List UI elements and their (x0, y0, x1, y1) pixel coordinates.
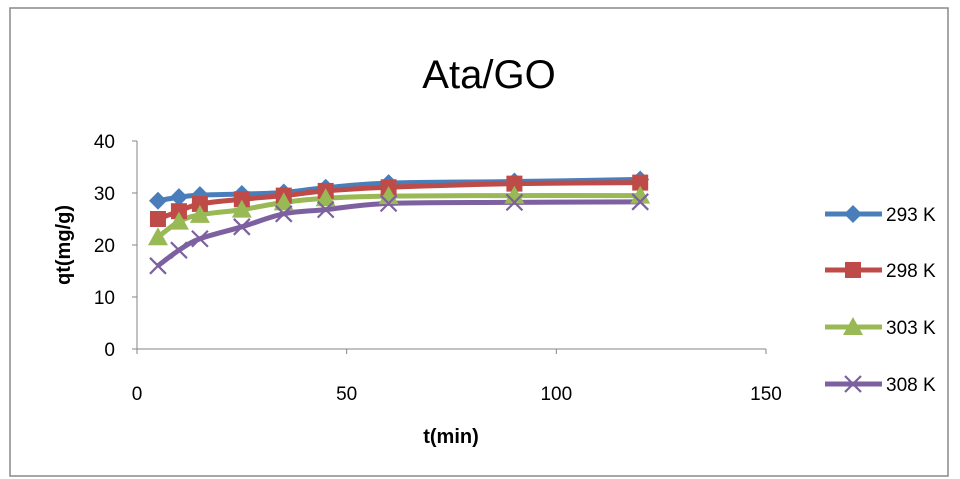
legend-marker (844, 205, 862, 223)
data-point (149, 257, 167, 275)
chart-title: Ata/GO (422, 53, 555, 97)
data-point (316, 200, 335, 219)
legend-marker (844, 375, 862, 393)
data-point (379, 194, 398, 213)
data-point (631, 193, 649, 211)
data-point (274, 205, 293, 223)
legend-marker (845, 262, 861, 278)
y-axis-label: qt(mg/g) (53, 205, 75, 285)
data-point (147, 227, 168, 246)
data-point (273, 192, 294, 211)
y-tick-label: 20 (94, 236, 115, 257)
data-point (170, 203, 187, 220)
x-ticks: 0 50 100 150 (132, 349, 782, 405)
data-point (148, 191, 167, 210)
legend-label: 293 K (886, 205, 936, 226)
legend-label: 303 K (886, 318, 936, 339)
data-point (169, 188, 188, 207)
y-tick-label: 0 (104, 340, 115, 361)
data-point (505, 193, 524, 212)
x-tick-label: 150 (750, 384, 782, 405)
data-point (506, 175, 523, 192)
y-tick-label: 30 (94, 184, 115, 205)
chart-border (9, 7, 949, 477)
data-point (315, 188, 336, 207)
x-tick-label: 100 (540, 384, 572, 405)
data-point (189, 204, 210, 223)
legend: 293 K 298 K 303 K 308 K (825, 205, 936, 396)
data-point (149, 211, 166, 227)
data-point (191, 195, 208, 212)
legend-marker (843, 317, 863, 335)
legend-label: 308 K (886, 375, 936, 396)
data-point (233, 191, 250, 208)
data-point (632, 174, 649, 191)
series-markers (147, 170, 651, 275)
x-tick-label: 0 (132, 384, 143, 405)
x-axis-label: t(min) (423, 426, 479, 448)
data-point (170, 241, 188, 259)
data-point (168, 211, 189, 230)
data-point (231, 199, 252, 218)
y-tick-label: 40 (94, 132, 115, 153)
data-point (233, 218, 251, 236)
data-point (504, 185, 525, 204)
y-tick-label: 10 (94, 288, 115, 309)
x-tick-label: 50 (336, 384, 357, 405)
data-point (191, 229, 209, 248)
data-point (630, 185, 651, 204)
y-ticks: 0 10 20 30 40 (94, 132, 137, 361)
legend-label: 298 K (886, 261, 936, 282)
